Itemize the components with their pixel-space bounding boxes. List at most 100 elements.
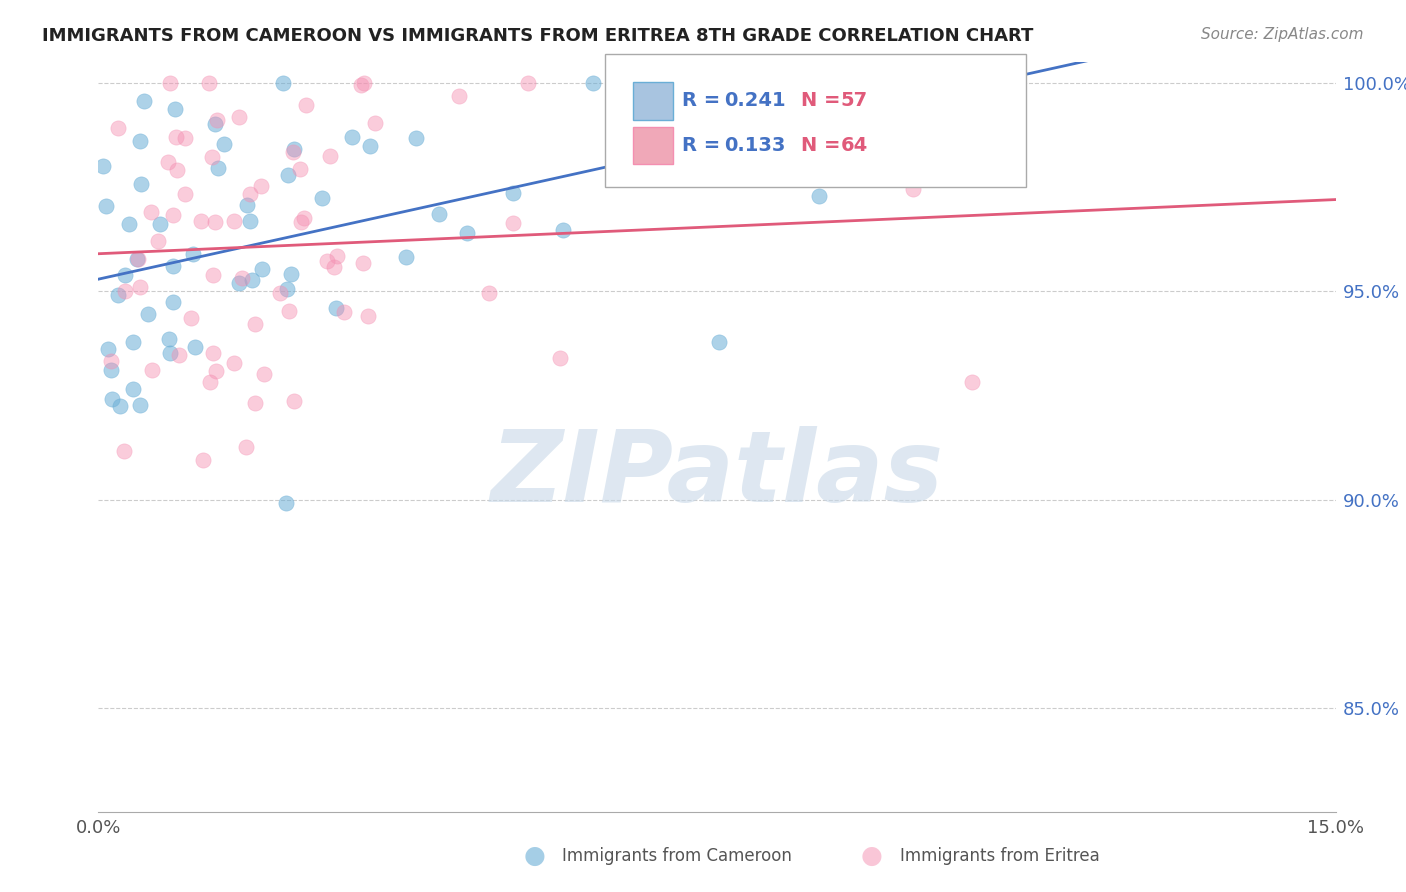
Eritrea — [190, 214, 212, 228]
Cameroon — [162, 295, 184, 310]
Eritrea — [165, 129, 187, 144]
Cameroon — [782, 76, 804, 90]
Eritrea — [238, 187, 260, 202]
Eritrea — [180, 310, 202, 325]
Eritrea — [269, 286, 291, 301]
Cameroon — [342, 129, 364, 144]
Eritrea — [167, 348, 190, 362]
Text: IMMIGRANTS FROM CAMEROON VS IMMIGRANTS FROM ERITREA 8TH GRADE CORRELATION CHART: IMMIGRANTS FROM CAMEROON VS IMMIGRANTS F… — [42, 27, 1033, 45]
Cameroon — [240, 273, 263, 287]
Eritrea — [682, 162, 704, 177]
Eritrea — [224, 213, 246, 227]
Text: N =: N = — [801, 136, 848, 155]
Cameroon — [94, 199, 117, 213]
Eritrea — [204, 364, 226, 378]
Eritrea — [288, 161, 311, 176]
Cameroon — [277, 169, 299, 183]
Cameroon — [129, 134, 152, 148]
Eritrea — [201, 268, 224, 283]
Cameroon — [283, 142, 305, 156]
Text: N =: N = — [801, 91, 848, 111]
Eritrea — [129, 280, 152, 294]
Eritrea — [323, 260, 346, 274]
Cameroon — [207, 161, 229, 175]
Cameroon — [159, 346, 181, 360]
Eritrea — [349, 78, 371, 92]
Eritrea — [231, 270, 253, 285]
Cameroon — [707, 334, 730, 349]
Cameroon — [100, 363, 122, 377]
Cameroon — [665, 76, 688, 90]
Text: Immigrants from Cameroon: Immigrants from Cameroon — [562, 847, 792, 865]
Eritrea — [202, 345, 225, 359]
Eritrea — [478, 286, 501, 301]
Cameroon — [276, 282, 298, 296]
Eritrea — [235, 440, 257, 454]
Cameroon — [250, 261, 273, 276]
Cameroon — [114, 268, 136, 283]
Eritrea — [207, 113, 229, 128]
Cameroon — [128, 398, 150, 412]
Eritrea — [290, 215, 312, 229]
Eritrea — [174, 131, 197, 145]
Eritrea — [962, 375, 984, 389]
Eritrea — [198, 76, 221, 90]
Text: 0.133: 0.133 — [724, 136, 786, 155]
Cameroon — [311, 191, 333, 205]
Cameroon — [810, 86, 832, 100]
Eritrea — [325, 249, 347, 263]
Eritrea — [283, 393, 305, 408]
Eritrea — [107, 121, 129, 136]
Eritrea — [352, 256, 374, 270]
Cameroon — [107, 288, 129, 302]
Cameroon — [582, 76, 605, 90]
Cameroon — [212, 136, 235, 151]
Cameroon — [108, 399, 131, 413]
Cameroon — [502, 186, 524, 201]
Eritrea — [114, 284, 136, 298]
Cameroon — [807, 188, 830, 202]
Eritrea — [353, 76, 375, 90]
Cameroon — [125, 252, 148, 266]
Cameroon — [613, 152, 636, 166]
Eritrea — [141, 205, 163, 219]
Eritrea — [278, 304, 301, 318]
Eritrea — [162, 208, 184, 222]
Text: 57: 57 — [841, 91, 868, 111]
Cameroon — [325, 301, 347, 315]
Eritrea — [228, 111, 250, 125]
Eritrea — [243, 317, 266, 331]
Cameroon — [700, 76, 723, 90]
Cameroon — [456, 227, 478, 241]
Eritrea — [449, 89, 471, 103]
Text: ●: ● — [523, 845, 546, 868]
Eritrea — [243, 396, 266, 410]
Eritrea — [363, 115, 385, 129]
Eritrea — [174, 187, 197, 202]
Eritrea — [141, 363, 163, 377]
Eritrea — [502, 216, 524, 230]
Eritrea — [146, 234, 169, 248]
Eritrea — [166, 162, 188, 177]
Cameroon — [165, 103, 187, 117]
Cameroon — [122, 334, 145, 349]
Cameroon — [181, 246, 204, 260]
Eritrea — [333, 304, 356, 318]
Eritrea — [292, 211, 315, 225]
Eritrea — [253, 367, 276, 381]
Text: R =: R = — [682, 91, 727, 111]
Cameroon — [551, 223, 574, 237]
Eritrea — [222, 356, 245, 370]
Text: 64: 64 — [841, 136, 868, 155]
Cameroon — [101, 392, 124, 406]
Text: R =: R = — [682, 136, 727, 155]
Cameroon — [239, 214, 262, 228]
Cameroon — [405, 131, 427, 145]
Eritrea — [319, 148, 342, 162]
Eritrea — [112, 443, 135, 458]
Eritrea — [201, 151, 224, 165]
Eritrea — [204, 215, 226, 229]
Text: ●: ● — [860, 845, 883, 868]
Eritrea — [281, 145, 304, 159]
Cameroon — [276, 496, 298, 510]
